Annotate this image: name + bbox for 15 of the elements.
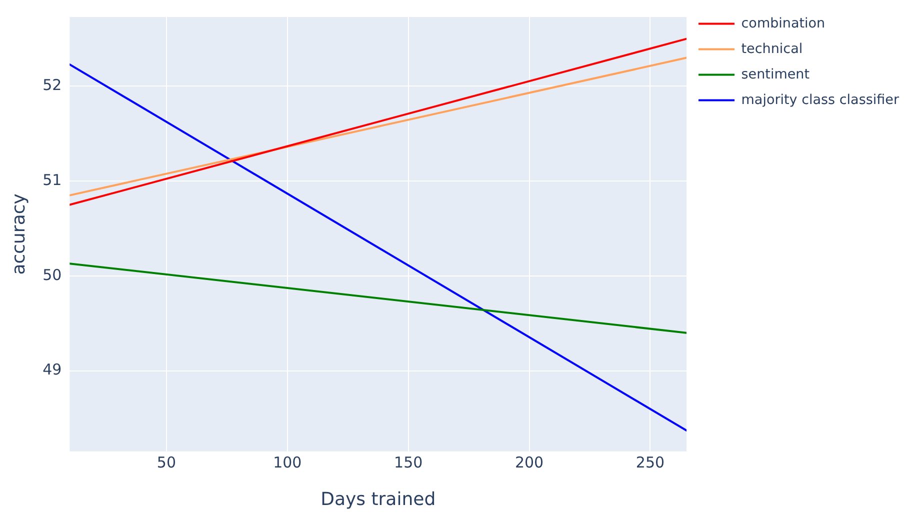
y-tick-label: 50 — [42, 266, 62, 284]
y-tick-label: 49 — [42, 360, 62, 379]
legend-label: technical — [741, 40, 803, 57]
x-tick-label: 50 — [156, 453, 176, 472]
x-tick-label: 150 — [394, 453, 423, 472]
y-tick-label: 52 — [42, 76, 62, 94]
legend-label: sentiment — [741, 66, 810, 82]
x-tick-label: 200 — [514, 453, 544, 472]
legend-label: combination — [741, 15, 826, 32]
x-tick-label: 100 — [273, 453, 302, 472]
x-axis-title: Days trained — [320, 488, 436, 510]
y-axis-title: accuracy — [8, 193, 30, 275]
x-tick-label: 250 — [636, 453, 665, 472]
legend-label: majority class classifier — [741, 92, 900, 108]
y-tick-label: 51 — [42, 170, 62, 189]
